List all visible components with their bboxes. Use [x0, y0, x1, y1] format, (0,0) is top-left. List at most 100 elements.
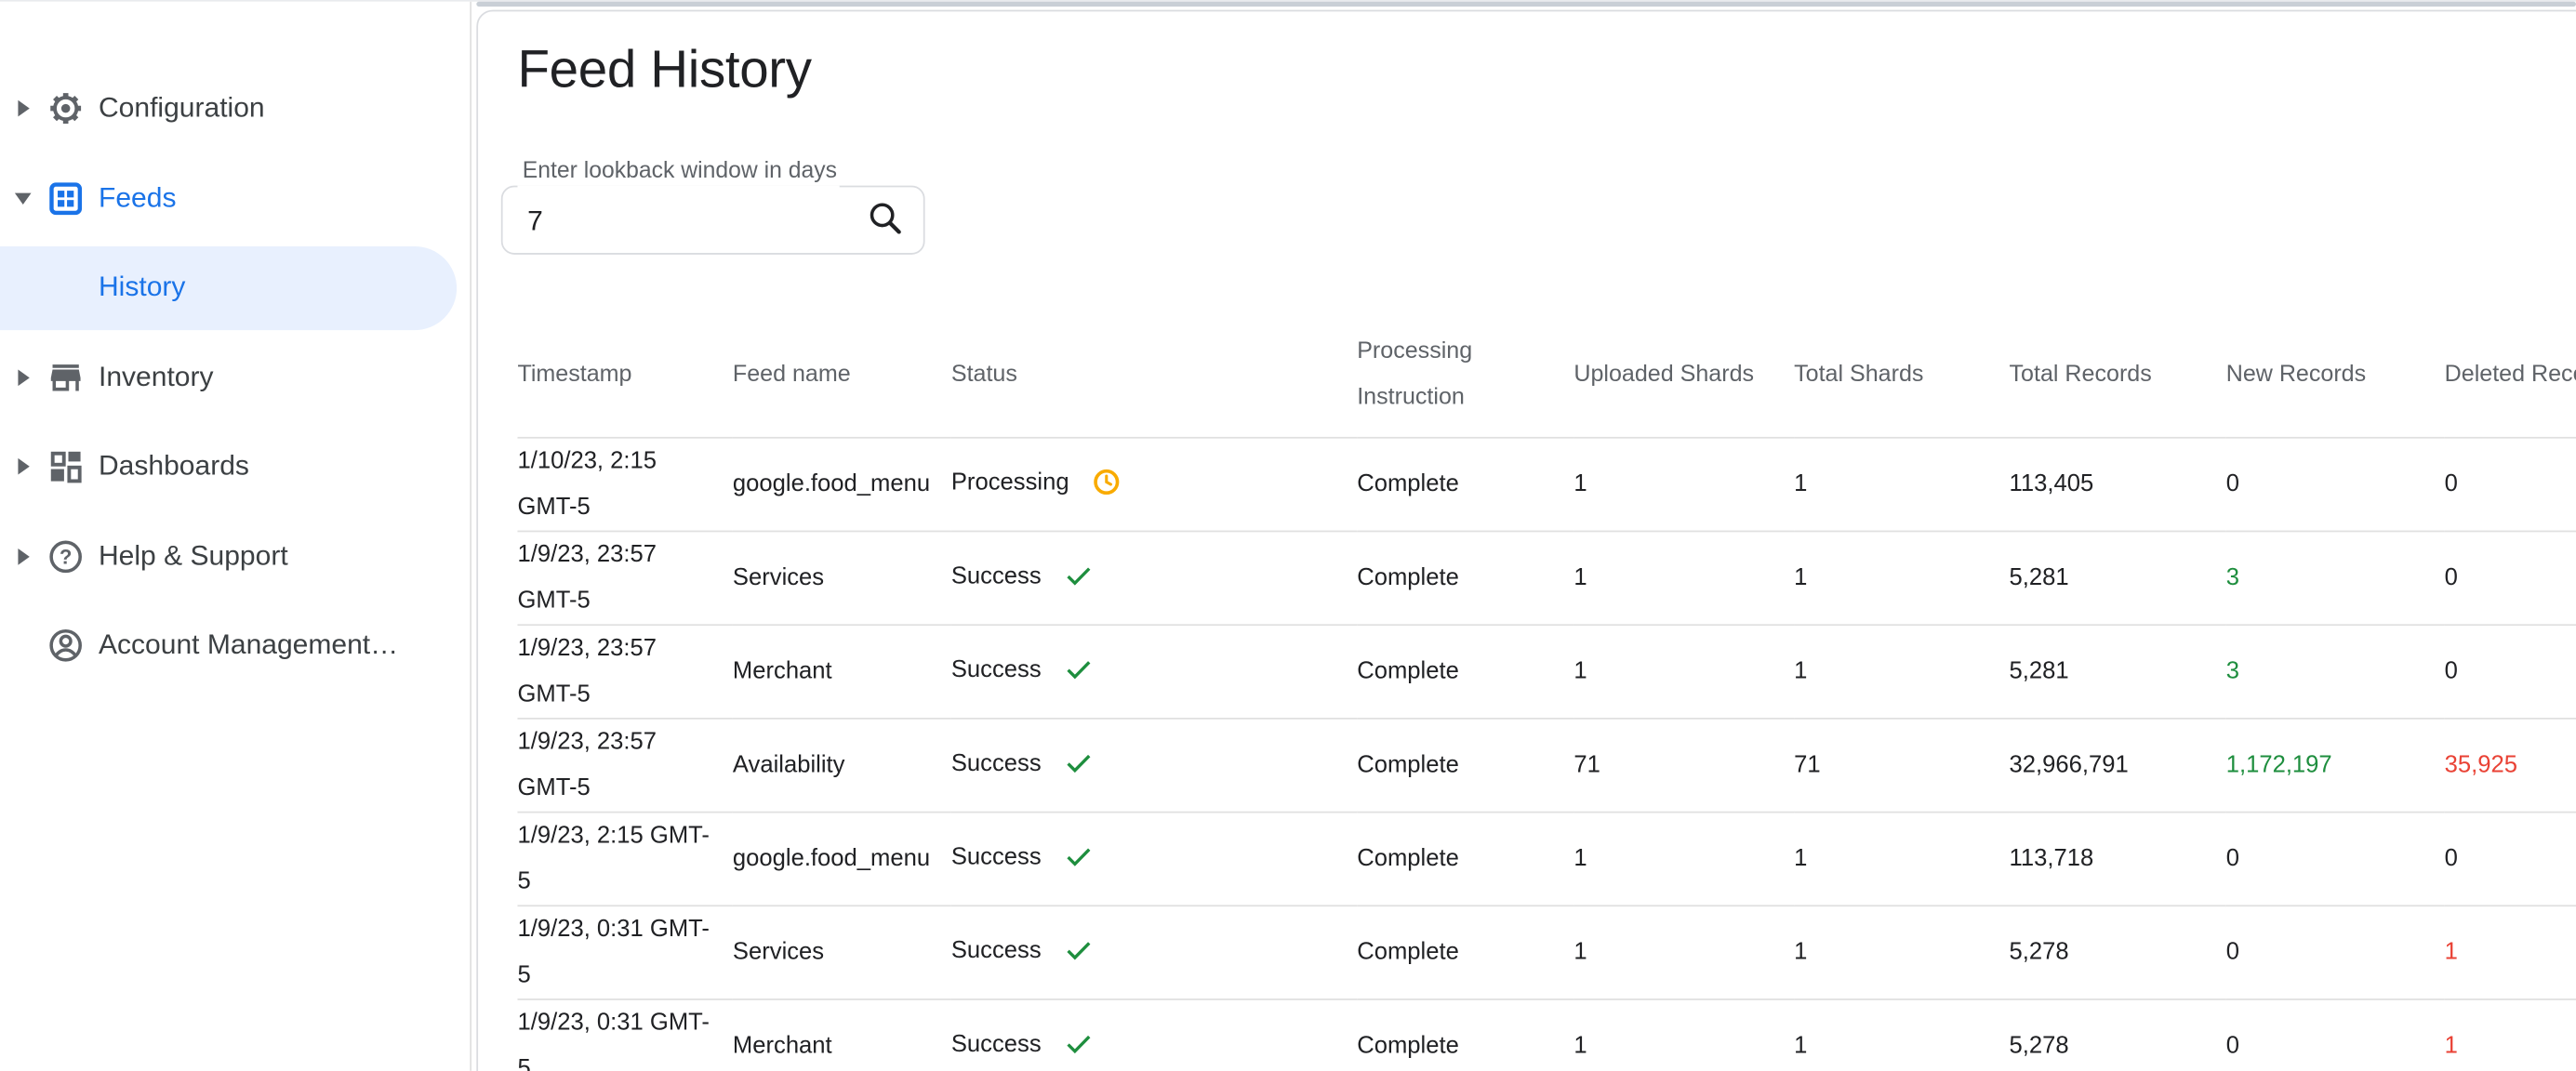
chevron-right-icon	[18, 458, 30, 475]
sidebar-item-help-support[interactable]: ? Help & Support	[0, 511, 470, 601]
timestamp-cell: 1/9/23, 0:31 GMT-5	[517, 998, 733, 1071]
feed-name-cell: Merchant	[732, 624, 951, 719]
main-content: Feed History Enter lookback window in da…	[471, 0, 2576, 1071]
status-text: Success	[950, 751, 1042, 778]
column-header-feed-name: Feed name	[732, 312, 951, 438]
uploaded-shards-cell: 1	[1573, 436, 1795, 532]
deleted-records-cell: 35,925	[2444, 717, 2576, 813]
chevron-down-icon	[14, 192, 32, 205]
total-records-cell: 5,281	[2009, 530, 2226, 626]
timestamp-cell: 1/9/23, 0:31 GMT-5	[517, 905, 733, 999]
search-button[interactable]	[864, 198, 907, 241]
processing-instruction-cell: Complete	[1357, 905, 1574, 999]
deleted-records-cell: 0	[2444, 436, 2576, 532]
sidebar-item-inventory[interactable]: Inventory	[0, 333, 470, 422]
uploaded-shards-cell: 1	[1573, 530, 1795, 626]
chevron-right-icon	[18, 369, 30, 386]
status-text: Success	[950, 1032, 1042, 1059]
sidebar-item-account-management[interactable]: Account Management…	[0, 602, 470, 691]
total-records-cell: 113,405	[2009, 436, 2226, 532]
sidebar-item-label: Configuration	[98, 92, 265, 124]
lookback-window-input[interactable]	[524, 186, 827, 256]
deleted-records-cell: 1	[2444, 998, 2576, 1071]
magnifier-icon	[866, 202, 905, 242]
processing-instruction-cell: Complete	[1357, 530, 1574, 626]
column-header-total-shards: Total Shards	[1794, 312, 2010, 438]
status-cell: Success	[950, 905, 1358, 999]
total-shards-cell: 1	[1794, 624, 2010, 719]
sidebar-item-label: Help & Support	[98, 539, 288, 572]
sidebar-item-dashboards[interactable]: Dashboards	[0, 422, 470, 511]
total-shards-cell: 1	[1794, 905, 2010, 999]
feeds-icon	[46, 178, 85, 218]
timestamp-cell: 1/10/23, 2:15 GMT-5	[517, 436, 733, 532]
success-check-icon	[1063, 840, 1095, 872]
dashboard-icon	[46, 447, 85, 486]
total-records-cell: 113,718	[2009, 811, 2226, 906]
status-cell: Success	[950, 811, 1358, 906]
uploaded-shards-cell: 71	[1573, 717, 1795, 813]
deleted-records-cell: 0	[2444, 624, 2576, 719]
timestamp-cell: 1/9/23, 2:15 GMT-5	[517, 811, 733, 906]
total-records-cell: 32,966,791	[2009, 717, 2226, 813]
feed-history-table-body: 1/10/23, 2:15 GMT-5 google.food_menu Pro…	[517, 436, 2576, 1071]
feed-name-cell: Services	[732, 905, 951, 999]
horizontal-scrollbar[interactable]	[476, 1, 2576, 7]
timestamp-cell: 1/9/23, 23:57 GMT-5	[517, 717, 733, 813]
status-text: Success	[950, 563, 1042, 591]
success-check-icon	[1063, 1027, 1095, 1059]
account-icon	[46, 627, 85, 666]
sidebar-item-label: Feeds	[98, 181, 177, 214]
chevron-right-icon	[18, 548, 30, 565]
page-title: Feed History	[517, 38, 812, 99]
total-shards-cell: 71	[1794, 717, 2010, 813]
total-shards-cell: 1	[1794, 998, 2010, 1071]
lookback-window-label: Enter lookback window in days	[522, 154, 837, 182]
page-top-border	[0, 0, 2576, 2]
lookback-window-field: Enter lookback window in days	[500, 155, 925, 256]
feed-history-card: Feed History Enter lookback window in da…	[476, 8, 2576, 1071]
total-records-cell: 5,281	[2009, 624, 2226, 719]
sidebar-item-configuration[interactable]: Configuration	[0, 64, 470, 153]
table-header-row: Timestamp Feed name Status Processing In…	[517, 312, 2576, 438]
timestamp-cell: 1/9/23, 23:57 GMT-5	[517, 624, 733, 719]
status-cell: Success	[950, 624, 1358, 719]
field-outline-notch	[517, 184, 840, 189]
deleted-records-cell: 0	[2444, 811, 2576, 906]
column-header-deleted-records: Deleted Records	[2444, 312, 2576, 438]
deleted-records-cell: 1	[2444, 905, 2576, 999]
success-check-icon	[1063, 560, 1095, 591]
sidebar-item-label: Dashboards	[98, 450, 249, 483]
new-records-cell: 1,172,197	[2225, 717, 2445, 813]
sidebar-item-label: Inventory	[98, 361, 214, 392]
selected-item-highlight	[0, 245, 458, 331]
status-cell: Success	[950, 530, 1358, 626]
total-shards-cell: 1	[1794, 811, 2010, 906]
status-text: Processing	[950, 470, 1069, 497]
sidebar-item-history[interactable]: History	[0, 243, 470, 332]
feed-name-cell: Availability	[732, 717, 951, 813]
uploaded-shards-cell: 1	[1573, 624, 1795, 719]
status-cell: Processing	[950, 436, 1358, 532]
processing-instruction-cell: Complete	[1357, 811, 1574, 906]
uploaded-shards-cell: 1	[1573, 905, 1795, 999]
total-shards-cell: 1	[1794, 436, 2010, 532]
new-records-cell: 0	[2225, 811, 2445, 906]
column-header-total-records: Total Records	[2009, 312, 2226, 438]
new-records-cell: 0	[2225, 905, 2445, 999]
total-records-cell: 5,278	[2009, 905, 2226, 999]
column-header-status: Status	[950, 312, 1358, 438]
status-text: Success	[950, 845, 1042, 872]
chevron-right-icon	[18, 100, 30, 117]
sidebar-item-label: History	[98, 271, 186, 303]
total-shards-cell: 1	[1794, 530, 2010, 626]
sidebar-item-feeds[interactable]: Feeds	[0, 153, 470, 243]
status-text: Success	[950, 657, 1042, 684]
success-check-icon	[1063, 747, 1095, 778]
table-row: 1/9/23, 23:57 GMT-5 Availability Success…	[517, 717, 2576, 813]
processing-instruction-cell: Complete	[1357, 998, 1574, 1071]
new-records-cell: 0	[2225, 998, 2445, 1071]
processing-instruction-cell: Complete	[1357, 624, 1574, 719]
feed-name-cell: google.food_menu	[732, 436, 951, 532]
